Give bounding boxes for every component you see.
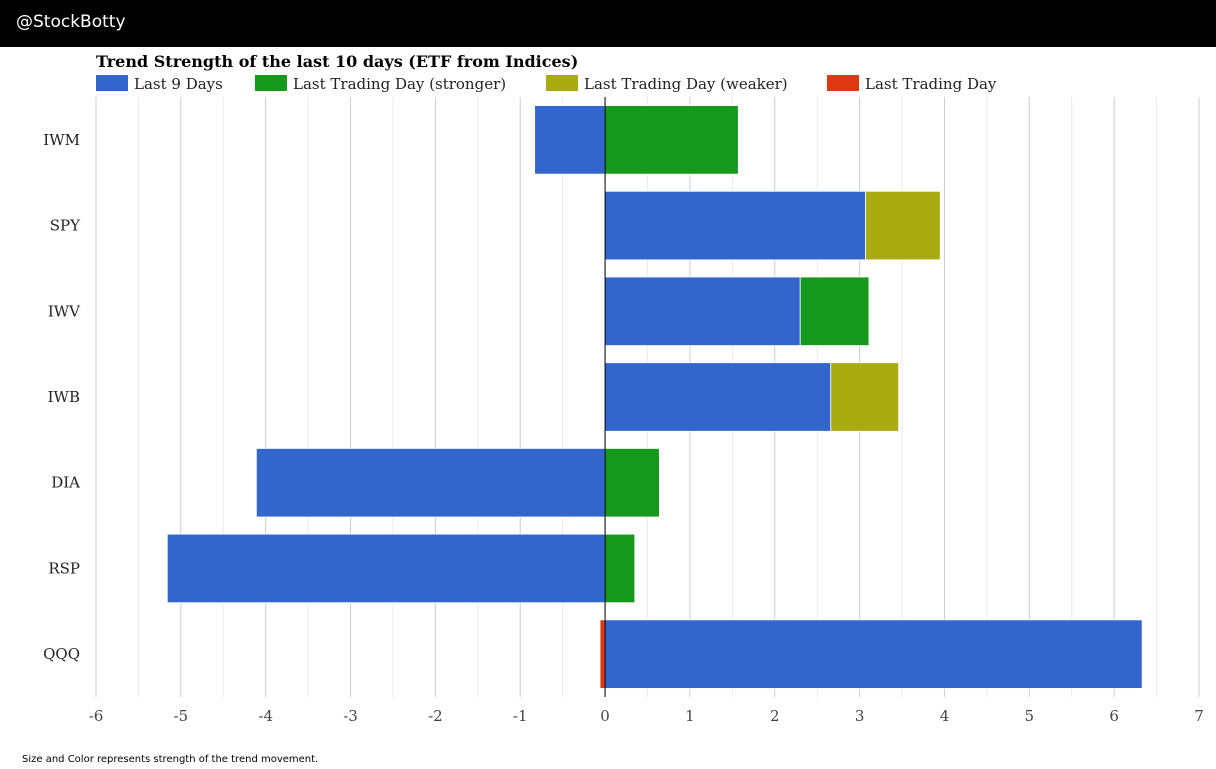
x-tick-label: 4 [940,707,950,725]
legend-label: Last Trading Day [865,75,997,93]
legend-label: Last 9 Days [134,75,223,93]
bar-segment [604,105,739,175]
bar-segment [599,619,606,689]
bar-segment [604,448,660,518]
brand-handle: @StockBotty [16,12,126,32]
legend-label: Last Trading Day (stronger) [293,75,506,93]
bar-segment [255,448,606,518]
legend-swatch [255,75,287,91]
legend-label: Last Trading Day (weaker) [584,75,788,93]
category-labels: IWM SPY IWV IWB DIA RSP QQQ [43,131,81,663]
category-label: IWB [48,388,80,406]
bar-segment [604,619,1143,689]
bar-segment [799,276,870,346]
x-tick-label: -4 [258,707,273,725]
x-tick-label: -2 [428,707,443,725]
category-label: RSP [48,559,80,577]
x-tick-label: 5 [1025,707,1035,725]
bar-segment [604,362,832,432]
x-tick-label: 1 [685,707,695,725]
x-tick-label: 3 [855,707,865,725]
bar-segment [604,276,801,346]
legend: Last 9 Days Last Trading Day (stronger) La… [96,75,997,93]
bar-segment [865,190,941,261]
legend-swatch [827,75,859,91]
legend-swatch [546,75,578,91]
category-label: IWV [48,302,81,320]
x-tick-label: 0 [600,707,610,725]
bar-segment [166,533,606,604]
top-bar: @StockBotty [0,0,1216,47]
bar-segment [604,533,636,604]
category-label: SPY [50,217,81,235]
footnote: Size and Color represents strength of th… [22,754,319,765]
bar-segment [830,362,900,432]
bar-segment [534,105,606,175]
bars [166,105,1143,689]
category-label: IWM [43,131,80,149]
x-tick-label: -1 [513,707,528,725]
legend-swatch [96,75,128,91]
x-tick-labels: -6 -5 -4 -3 -2 -1 0 1 2 3 4 5 6 7 [89,707,1204,725]
x-tick-label: 7 [1194,707,1204,725]
trend-chart: Trend Strength of the last 10 days (ETF … [43,52,1204,725]
category-label: QQQ [43,645,80,663]
x-tick-label: 2 [770,707,780,725]
chart-title: Trend Strength of the last 10 days (ETF … [96,52,578,71]
x-tick-label: 6 [1109,707,1119,725]
x-tick-label: -3 [343,707,358,725]
bar-segment [604,190,866,261]
category-label: DIA [51,474,80,492]
x-tick-label: -6 [89,707,104,725]
x-tick-label: -5 [174,707,189,725]
